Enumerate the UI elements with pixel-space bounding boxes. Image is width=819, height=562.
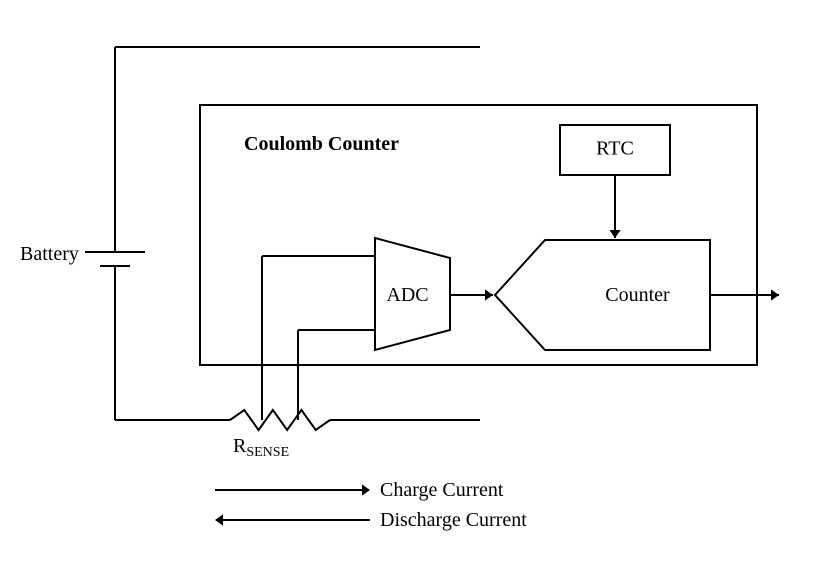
coulomb-counter-title: Coulomb Counter: [244, 133, 399, 155]
counter-label: Counter: [605, 284, 670, 306]
counter-block: [495, 240, 710, 350]
rtc-label: RTC: [596, 138, 634, 160]
rsense-label: RSENSE: [233, 435, 289, 460]
battery-label: Battery: [20, 243, 79, 265]
rsense-resistor: [230, 410, 330, 430]
adc-label: ADC: [386, 284, 428, 306]
charge-current-label: Charge Current: [380, 479, 504, 501]
discharge-current-label: Discharge Current: [380, 509, 527, 531]
